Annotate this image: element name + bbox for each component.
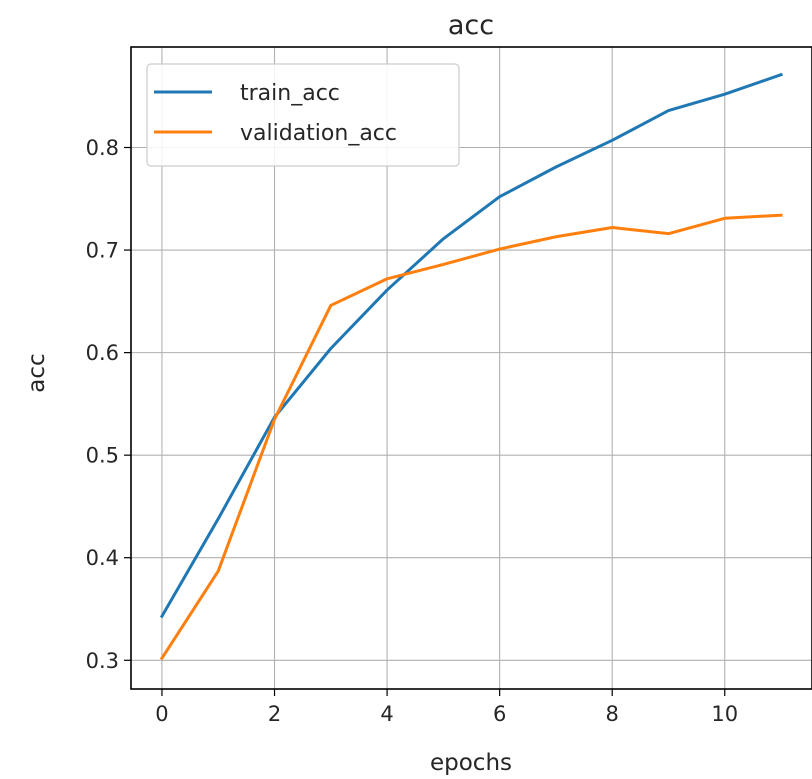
- y-tick-label: 0.8: [86, 136, 119, 160]
- y-tick-label: 0.7: [86, 239, 119, 263]
- y-tick-label: 0.3: [86, 649, 119, 673]
- legend-box: [146, 63, 460, 167]
- plot-frame: [130, 46, 812, 690]
- legend-entry-label: validation_acc: [240, 121, 397, 146]
- x-tick-label: 10: [711, 702, 738, 726]
- y-axis-label: acc: [24, 353, 50, 392]
- series-line-validation-acc: [159, 213, 783, 661]
- x-tick-label: 6: [493, 702, 506, 726]
- series-line-train-acc: [159, 72, 783, 619]
- y-tick-label: 0.5: [86, 444, 119, 468]
- axis-ticks: 0 2 4 6 8 10 0.3 0.4 0.5 0.6 0.7 0.8: [86, 136, 739, 726]
- x-tick-label: 0: [155, 702, 168, 726]
- x-axis-label: epochs: [430, 750, 512, 776]
- x-tick-label: 2: [268, 702, 281, 726]
- x-tick-label: 8: [606, 702, 619, 726]
- x-tick-label: 4: [380, 702, 393, 726]
- series-lines: [159, 72, 783, 661]
- legend-entry-label: train_acc: [240, 81, 340, 106]
- chart-title: acc: [448, 10, 494, 41]
- legend: train_acc validation_acc: [146, 63, 460, 167]
- y-tick-label: 0.4: [86, 546, 119, 570]
- y-tick-label: 0.6: [86, 341, 119, 365]
